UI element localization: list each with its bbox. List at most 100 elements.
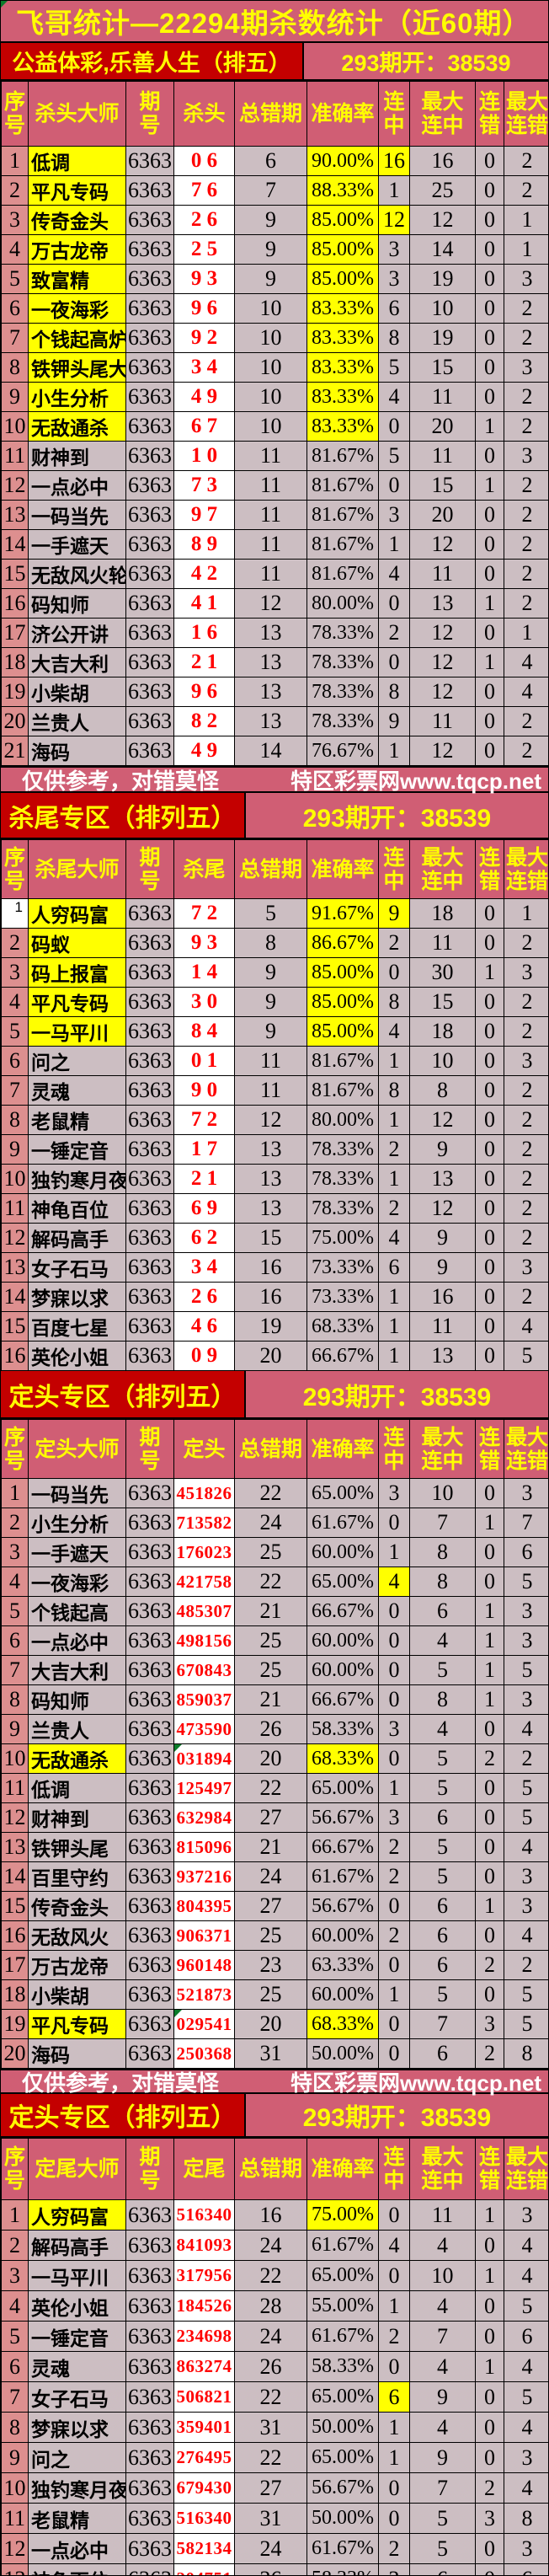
cell-lc: 0 — [475, 529, 504, 560]
cell-err: 10 — [234, 293, 307, 324]
cell-acc: 85.00% — [306, 205, 379, 235]
cell-maxlc: 3 — [504, 2442, 548, 2473]
cell-lz: 0 — [378, 1684, 410, 1715]
cell-period: 6363 — [125, 1655, 174, 1685]
cell-kill: 2 6 — [173, 1282, 235, 1312]
cell-maxlz: 30 — [409, 957, 476, 988]
cell-kill: 1 6 — [173, 618, 235, 648]
cell-lc: 1 — [475, 1655, 504, 1685]
cell-lz: 0 — [378, 647, 410, 677]
cell-period: 6363 — [125, 1341, 174, 1371]
cell-period: 6363 — [125, 323, 174, 353]
cell-name: 英伦小姐 — [28, 1341, 126, 1371]
cell-name: 铁钾头尾大 — [28, 352, 126, 383]
cell-seq: 14 — [1, 529, 29, 560]
cell-acc: 81.67% — [306, 500, 379, 530]
column-header: 连 错 — [475, 2138, 504, 2200]
cell-lc: 0 — [475, 1979, 504, 2010]
table-header-row: 序 号杀尾大师期 号杀尾 总错期 准确率连 中最大 连中连 错最大 连错 — [1, 839, 548, 899]
column-header: 最大 连错 — [504, 81, 548, 147]
cell-maxlc: 2 — [504, 1193, 548, 1224]
cell-kill: 9 3 — [173, 264, 235, 294]
cell-lc: 0 — [475, 1223, 504, 1253]
cell-seq: 10 — [1, 1743, 29, 1774]
cell-acc: 81.67% — [306, 441, 379, 471]
cell-lz: 0 — [378, 1596, 410, 1626]
cell-kill: 9 3 — [173, 928, 235, 958]
cell-period: 6363 — [125, 500, 174, 530]
cell-maxlc: 3 — [504, 2533, 548, 2564]
cell-maxlc: 7 — [504, 1508, 548, 1538]
cell-err: 13 — [234, 706, 307, 736]
cell-period: 6363 — [125, 2038, 174, 2069]
cell-name: 灵魂 — [28, 1075, 126, 1106]
draw-result: 293期开：38539 — [302, 804, 492, 833]
cell-acc: 75.00% — [306, 2199, 379, 2231]
cell-lz: 1 — [378, 1341, 410, 1371]
cell-seq: 9 — [1, 2442, 29, 2473]
cell-err: 13 — [234, 677, 307, 707]
fix-tail-table: 序 号定尾大师期 号定尾 总错期 准确率连 中最大 连中连 错最大 连错 1 人穷码富… — [1, 2138, 548, 2575]
cell-maxlz: 12 — [409, 618, 476, 648]
cell-kill: 6 2 — [173, 1223, 235, 1253]
cell-lc: 0 — [475, 987, 504, 1017]
cell-seq: 16 — [1, 588, 29, 619]
cell-name: 灵魂 — [28, 2351, 126, 2382]
cell-acc: 58.33% — [306, 1714, 379, 1744]
cell-name: 一手遮天 — [28, 1537, 126, 1567]
cell-lz: 3 — [378, 1714, 410, 1744]
cell-kill: 473590 — [173, 1714, 235, 1744]
table-row: 11 低调 6363 125497 22 65.00% 1 5 0 5 — [1, 1773, 548, 1803]
cell-err: 23 — [234, 1950, 307, 1980]
cell-acc: 78.33% — [306, 677, 379, 707]
cell-acc: 60.00% — [306, 1655, 379, 1685]
cell-seq: 2 — [1, 2230, 29, 2261]
cell-maxlz: 4 — [409, 1625, 476, 1656]
cell-name: 独钓寒月夜 — [28, 1164, 126, 1194]
cell-maxlc: 6 — [504, 1537, 548, 1567]
cell-kill: 6 9 — [173, 1193, 235, 1224]
cell-acc: 65.00% — [306, 1566, 379, 1597]
cell-acc: 83.33% — [306, 352, 379, 383]
cell-seq: 5 — [1, 264, 29, 294]
cell-maxlz: 4 — [409, 2230, 476, 2261]
table-row: 2 平凡专码 6363 7 6 7 88.33% 1 25 0 2 — [1, 175, 548, 206]
cell-seq: 10 — [1, 2472, 29, 2504]
cell-maxlz: 5 — [409, 1773, 476, 1803]
column-header: 期 号 — [125, 839, 174, 899]
cell-lz: 5 — [378, 441, 410, 471]
cell-kill: 029541 — [173, 2009, 235, 2039]
cell-lz: 4 — [378, 2230, 410, 2261]
column-header: 定头大师 — [28, 1419, 126, 1479]
cell-lz: 5 — [378, 352, 410, 383]
table-row: 14 百里守约 6363 937216 24 61.67% 2 5 0 3 — [1, 1861, 548, 1892]
cell-kill: 815096 — [173, 1832, 235, 1862]
cell-kill: 7 6 — [173, 175, 235, 206]
cell-lc: 1 — [475, 2260, 504, 2291]
cell-period: 6363 — [125, 1478, 174, 1508]
cell-lz: 6 — [378, 293, 410, 324]
cell-err: 22 — [234, 2381, 307, 2413]
cell-maxlz: 4 — [409, 2290, 476, 2322]
cell-name: 一手遮天 — [28, 529, 126, 560]
cell-period: 6363 — [125, 2472, 174, 2504]
cell-period: 6363 — [125, 1105, 174, 1135]
cell-period: 6363 — [125, 1252, 174, 1283]
cell-seq: 9 — [1, 1714, 29, 1744]
cell-acc: 81.67% — [306, 1046, 379, 1076]
cell-maxlz: 11 — [409, 559, 476, 589]
cell-maxlz: 8 — [409, 1075, 476, 1106]
cell-maxlc: 2 — [504, 736, 548, 766]
cell-lz: 6 — [378, 2381, 410, 2413]
column-header: 期 号 — [125, 2138, 174, 2200]
cell-kill: 3 4 — [173, 352, 235, 383]
cell-kill: 9 7 — [173, 500, 235, 530]
table-row: 16 码知师 6363 4 1 12 80.00% 0 13 1 2 — [1, 588, 548, 619]
cell-maxlz: 11 — [409, 382, 476, 412]
cell-kill: 506821 — [173, 2381, 235, 2413]
column-header: 期 号 — [125, 81, 174, 147]
cell-name: 济公开讲 — [28, 618, 126, 648]
table-row: 19 小柴胡 6363 9 6 13 78.33% 8 12 0 4 — [1, 677, 548, 707]
cell-lc: 1 — [475, 2351, 504, 2382]
cell-maxlc: 2 — [504, 928, 548, 958]
